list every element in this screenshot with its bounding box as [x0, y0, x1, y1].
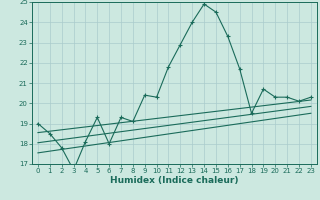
- X-axis label: Humidex (Indice chaleur): Humidex (Indice chaleur): [110, 176, 239, 185]
